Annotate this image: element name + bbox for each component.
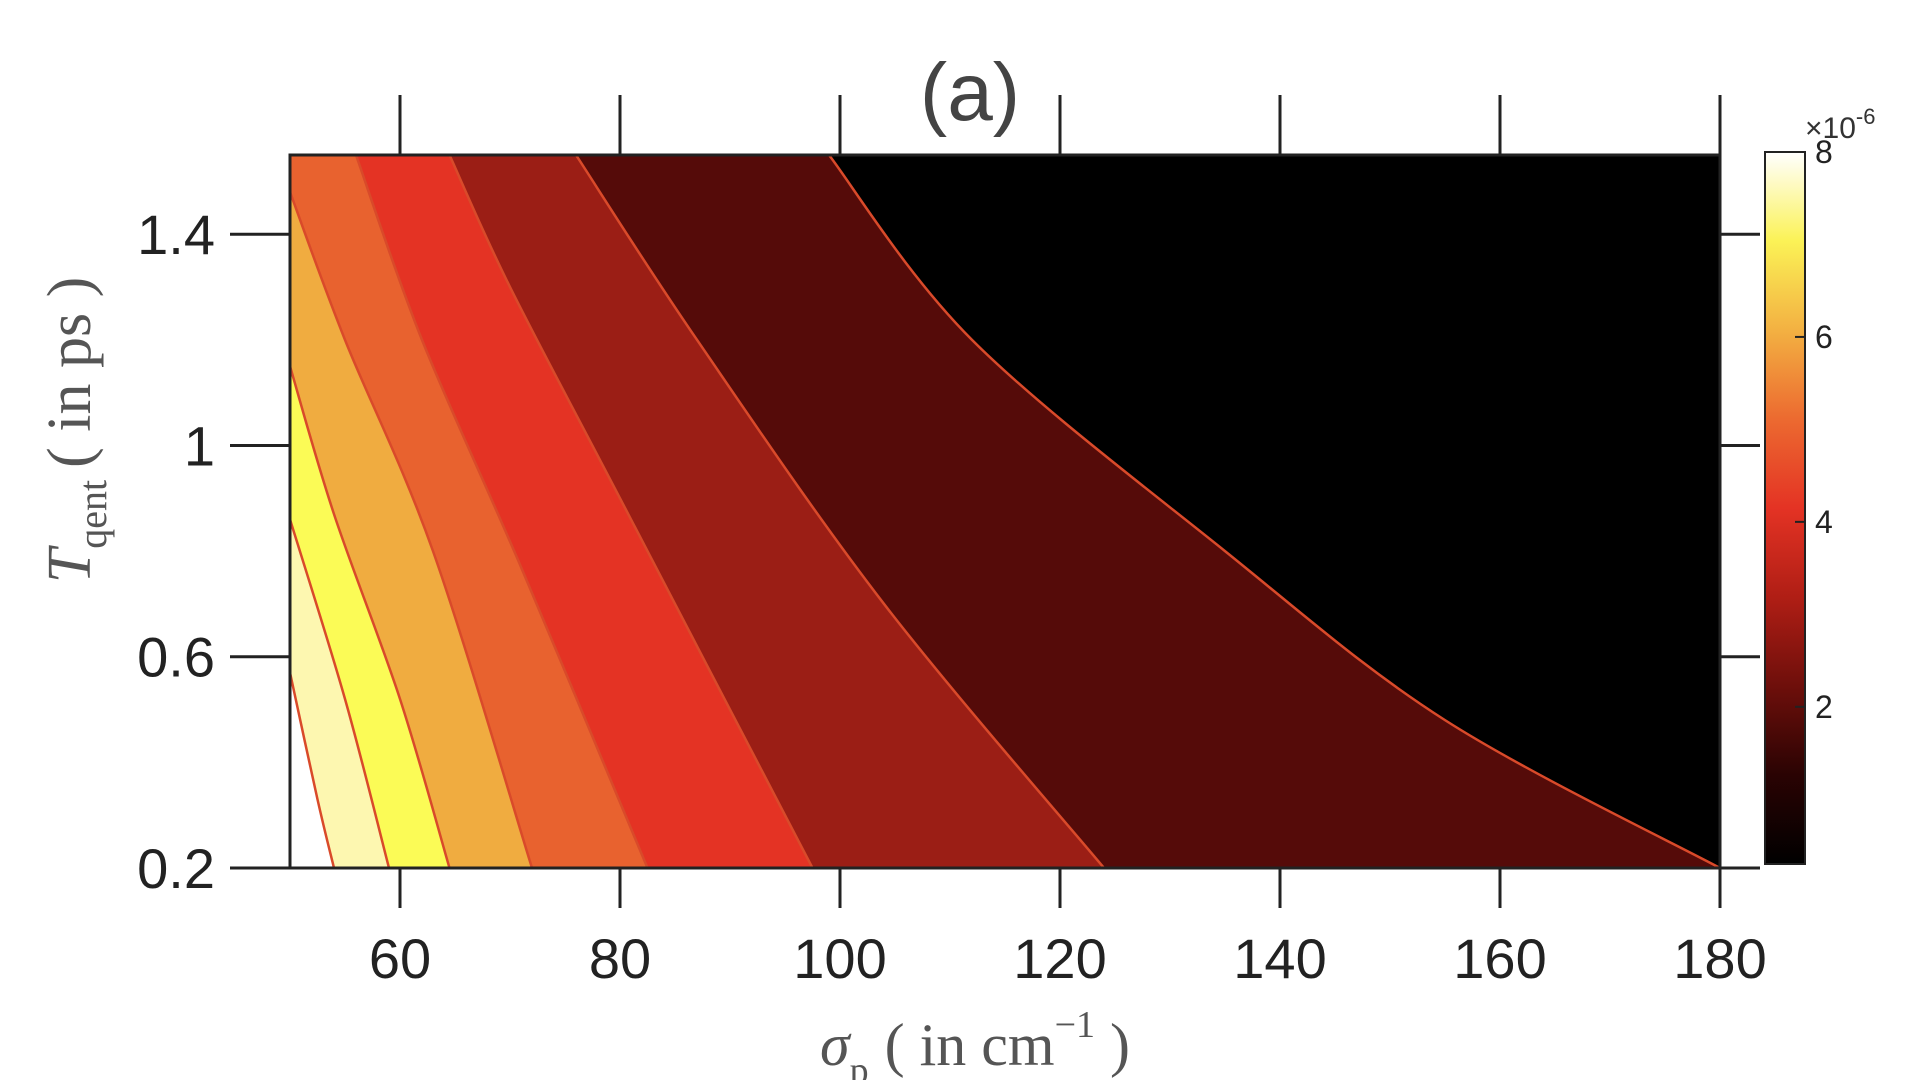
x-tick-label: 160: [1453, 927, 1546, 990]
x-tick-label: 140: [1233, 927, 1326, 990]
contour-bands: [290, 155, 1720, 868]
x-tick-label: 100: [793, 927, 886, 990]
plot-frame: [288, 153, 1722, 870]
y-axis-label: Tqent( in ps ): [36, 277, 115, 584]
contour-lines: [290, 155, 1720, 868]
plot-axes: [288, 153, 1722, 870]
contour-band-6: [290, 519, 389, 868]
y-axis-ticks: 0.2 0.6 1 1.4: [137, 203, 1760, 900]
x-axis-ticks: 60 80 100 120 140 160 180: [369, 95, 1767, 990]
contour-line-3: [354, 155, 649, 868]
colorbar-multiplier: ×10-6: [1805, 104, 1875, 145]
x-tick-label: 60: [369, 927, 431, 990]
contour-line-1: [574, 155, 1105, 868]
contour-line-6: [290, 519, 391, 868]
y-tick-label: 0.2: [137, 837, 215, 900]
colorbar-tick-label: 2: [1815, 689, 1833, 725]
contour-band-7: [290, 672, 334, 868]
x-tick-label: 180: [1673, 927, 1766, 990]
x-axis-label: σp( in cm−1 ): [820, 1004, 1130, 1080]
x-tick-label: 80: [589, 927, 651, 990]
contour-line-2: [448, 155, 814, 868]
contour-line-4: [290, 191, 534, 868]
chart-title: (a): [920, 47, 1020, 138]
y-tick-label: 0.6: [137, 626, 215, 689]
contour-line-0.5: [828, 155, 1720, 868]
contour-line-5: [290, 365, 451, 868]
colorbar-tick-label: 4: [1815, 504, 1833, 540]
colorbar: 2 4 6 8: [1764, 134, 1833, 865]
colorbar-tick-label: 8: [1815, 134, 1833, 170]
x-tick-label: 120: [1013, 927, 1106, 990]
colorbar-gradient: [1764, 151, 1806, 865]
colorbar-tick-label: 6: [1815, 319, 1833, 355]
y-tick-label: 1.4: [137, 203, 215, 266]
y-tick-label: 1: [184, 414, 215, 477]
contour-line-7: [290, 672, 336, 868]
